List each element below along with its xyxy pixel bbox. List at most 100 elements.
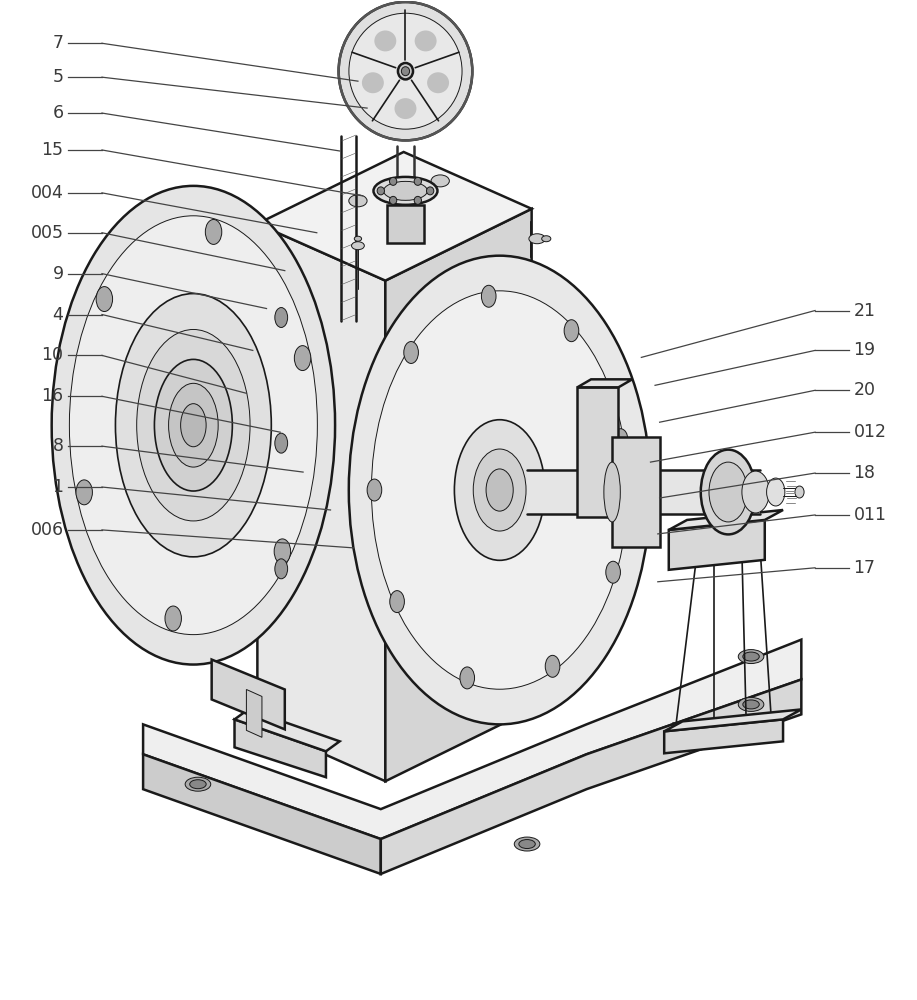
Text: 012: 012 [854,423,887,441]
Ellipse shape [274,539,291,564]
Ellipse shape [536,443,548,463]
Polygon shape [526,470,760,514]
Ellipse shape [604,462,620,522]
Ellipse shape [420,428,497,552]
Ellipse shape [383,181,427,200]
Polygon shape [247,689,262,737]
Polygon shape [258,152,532,281]
Ellipse shape [403,403,514,577]
Polygon shape [143,640,801,839]
Ellipse shape [403,342,418,363]
Text: 8: 8 [52,437,63,455]
Ellipse shape [275,433,288,453]
Ellipse shape [743,700,759,709]
Ellipse shape [190,780,206,789]
Circle shape [390,196,397,204]
Ellipse shape [275,559,288,579]
Ellipse shape [367,479,381,501]
Circle shape [390,177,397,185]
Polygon shape [385,209,532,781]
Ellipse shape [394,98,416,119]
Text: 18: 18 [854,464,876,482]
Text: 005: 005 [30,224,63,242]
Ellipse shape [398,63,413,79]
Ellipse shape [452,555,465,575]
Ellipse shape [519,840,536,849]
Ellipse shape [205,219,222,244]
Text: 7: 7 [52,34,63,52]
Ellipse shape [460,667,475,689]
Ellipse shape [606,561,621,583]
Polygon shape [673,723,776,733]
Ellipse shape [137,329,250,521]
Ellipse shape [402,67,410,76]
Circle shape [377,187,384,195]
Text: 004: 004 [30,184,63,202]
Ellipse shape [500,612,518,628]
Ellipse shape [452,405,465,425]
Ellipse shape [369,517,381,537]
Ellipse shape [427,72,449,93]
Polygon shape [235,709,339,751]
Ellipse shape [181,404,206,447]
Text: 15: 15 [41,141,63,159]
Ellipse shape [76,480,93,505]
Ellipse shape [536,517,548,537]
Polygon shape [143,754,381,874]
Text: 9: 9 [52,265,63,283]
Ellipse shape [486,469,514,511]
Ellipse shape [546,655,560,677]
Text: 10: 10 [41,346,63,364]
Ellipse shape [500,352,518,368]
Ellipse shape [743,652,759,661]
Polygon shape [258,224,385,781]
Ellipse shape [362,72,384,93]
Ellipse shape [564,320,579,342]
Ellipse shape [701,450,756,534]
Ellipse shape [116,294,271,557]
Ellipse shape [294,346,311,371]
Circle shape [414,177,422,185]
Text: 011: 011 [854,506,887,524]
Text: 1: 1 [52,478,63,496]
Ellipse shape [767,478,785,506]
Ellipse shape [154,359,232,491]
Ellipse shape [795,486,804,498]
Text: 16: 16 [41,387,63,405]
Ellipse shape [51,186,335,665]
Ellipse shape [373,177,437,205]
Text: 19: 19 [854,341,876,359]
Ellipse shape [70,216,317,635]
Ellipse shape [165,606,182,631]
Ellipse shape [169,383,218,467]
Circle shape [414,196,422,204]
Polygon shape [664,719,783,753]
Ellipse shape [709,462,747,522]
Ellipse shape [371,291,628,689]
Ellipse shape [354,236,361,241]
Ellipse shape [351,242,364,250]
Ellipse shape [431,175,449,187]
Text: 21: 21 [854,302,876,320]
Ellipse shape [742,471,769,513]
Polygon shape [193,306,258,545]
Ellipse shape [738,697,764,711]
Ellipse shape [96,287,113,312]
Text: 20: 20 [854,381,876,399]
Ellipse shape [338,2,472,140]
Polygon shape [664,709,801,731]
Polygon shape [612,437,659,547]
Ellipse shape [390,591,404,613]
Ellipse shape [348,195,367,207]
Ellipse shape [434,450,483,530]
Polygon shape [212,660,285,729]
Polygon shape [381,680,801,874]
Ellipse shape [374,30,396,51]
Ellipse shape [613,429,628,451]
Ellipse shape [455,420,545,560]
Polygon shape [387,205,424,243]
Ellipse shape [414,30,436,51]
Ellipse shape [348,256,650,724]
Ellipse shape [275,308,288,327]
Text: 17: 17 [854,559,876,577]
